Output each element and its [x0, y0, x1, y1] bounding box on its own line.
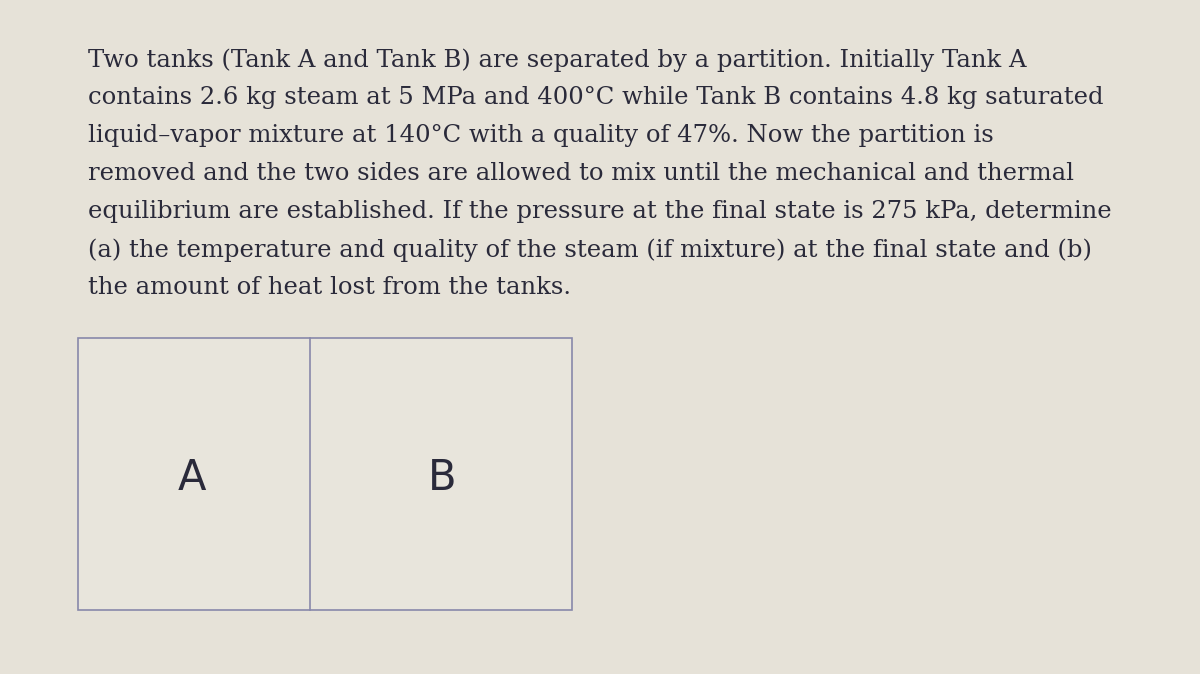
Bar [78, 338, 572, 610]
Text: B: B [427, 457, 456, 499]
Text: A: A [178, 457, 206, 499]
Text: (a) the temperature and quality of the steam (if mixture) at the final state and: (a) the temperature and quality of the s… [88, 238, 1092, 262]
Text: equilibrium are established. If the pressure at the final state is 275 kPa, dete: equilibrium are established. If the pres… [88, 200, 1111, 223]
Text: the amount of heat lost from the tanks.: the amount of heat lost from the tanks. [88, 276, 571, 299]
Text: Two tanks (Tank A and Tank B) are separated by a partition. Initially Tank A: Two tanks (Tank A and Tank B) are separa… [88, 48, 1026, 71]
Text: contains 2.6 kg steam at 5 MPa and 400°C while Tank B contains 4.8 kg saturated: contains 2.6 kg steam at 5 MPa and 400°C… [88, 86, 1104, 109]
Text: removed and the two sides are allowed to mix until the mechanical and thermal: removed and the two sides are allowed to… [88, 162, 1074, 185]
Text: liquid–vapor mixture at 140°C with a quality of 47%. Now the partition is: liquid–vapor mixture at 140°C with a qua… [88, 124, 994, 147]
